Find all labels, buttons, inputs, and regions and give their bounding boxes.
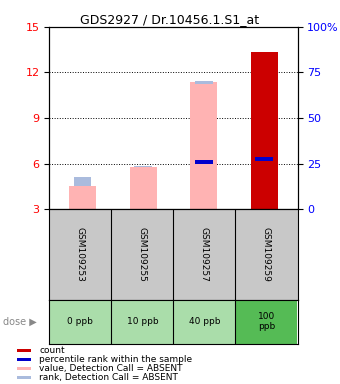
- Bar: [17, 358, 31, 361]
- Text: dose ▶: dose ▶: [3, 316, 37, 327]
- Text: 10 ppb: 10 ppb: [126, 317, 158, 326]
- Text: 100
ppb: 100 ppb: [258, 312, 275, 331]
- Bar: [49, 300, 111, 344]
- Text: GDS2927 / Dr.10456.1.S1_at: GDS2927 / Dr.10456.1.S1_at: [81, 13, 259, 26]
- Bar: [235, 300, 298, 344]
- Bar: [195, 81, 212, 84]
- Text: GSM109255: GSM109255: [138, 227, 147, 282]
- Bar: [130, 167, 157, 209]
- Bar: [74, 177, 91, 187]
- Bar: [17, 367, 31, 370]
- Bar: [134, 166, 152, 167]
- Bar: [173, 300, 235, 344]
- Text: GSM109259: GSM109259: [262, 227, 271, 282]
- Text: percentile rank within the sample: percentile rank within the sample: [39, 355, 192, 364]
- Text: value, Detection Call = ABSENT: value, Detection Call = ABSENT: [39, 364, 183, 373]
- Bar: [74, 177, 91, 187]
- Bar: [190, 82, 217, 209]
- Text: count: count: [39, 346, 65, 355]
- Bar: [17, 349, 31, 352]
- Bar: [195, 161, 212, 164]
- Text: 0 ppb: 0 ppb: [67, 317, 93, 326]
- Text: GSM109253: GSM109253: [76, 227, 85, 282]
- Bar: [255, 157, 273, 161]
- Bar: [251, 52, 278, 209]
- Bar: [17, 376, 31, 379]
- Text: 40 ppb: 40 ppb: [189, 317, 220, 326]
- Bar: [69, 187, 96, 209]
- Bar: [111, 300, 173, 344]
- Text: rank, Detection Call = ABSENT: rank, Detection Call = ABSENT: [39, 373, 178, 382]
- Text: GSM109257: GSM109257: [200, 227, 209, 282]
